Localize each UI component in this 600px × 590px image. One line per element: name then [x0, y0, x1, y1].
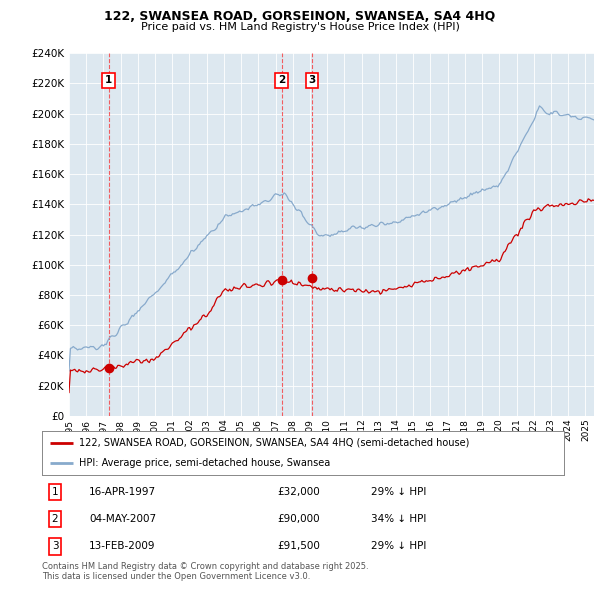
- Text: £91,500: £91,500: [277, 542, 320, 552]
- Text: HPI: Average price, semi-detached house, Swansea: HPI: Average price, semi-detached house,…: [79, 458, 330, 468]
- Text: 1: 1: [105, 76, 112, 86]
- Text: 3: 3: [308, 76, 316, 86]
- Text: Contains HM Land Registry data © Crown copyright and database right 2025.
This d: Contains HM Land Registry data © Crown c…: [42, 562, 368, 581]
- Text: 29% ↓ HPI: 29% ↓ HPI: [371, 542, 426, 552]
- Text: 122, SWANSEA ROAD, GORSEINON, SWANSEA, SA4 4HQ (semi-detached house): 122, SWANSEA ROAD, GORSEINON, SWANSEA, S…: [79, 438, 469, 448]
- Text: 16-APR-1997: 16-APR-1997: [89, 487, 156, 497]
- Text: £90,000: £90,000: [277, 514, 320, 525]
- Text: 1: 1: [52, 487, 58, 497]
- Text: £32,000: £32,000: [277, 487, 320, 497]
- Text: 2: 2: [52, 514, 58, 525]
- Text: 04-MAY-2007: 04-MAY-2007: [89, 514, 156, 525]
- Text: 13-FEB-2009: 13-FEB-2009: [89, 542, 155, 552]
- Text: 122, SWANSEA ROAD, GORSEINON, SWANSEA, SA4 4HQ: 122, SWANSEA ROAD, GORSEINON, SWANSEA, S…: [104, 10, 496, 23]
- Text: 34% ↓ HPI: 34% ↓ HPI: [371, 514, 426, 525]
- Text: 3: 3: [52, 542, 58, 552]
- Text: Price paid vs. HM Land Registry's House Price Index (HPI): Price paid vs. HM Land Registry's House …: [140, 22, 460, 32]
- Text: 29% ↓ HPI: 29% ↓ HPI: [371, 487, 426, 497]
- Text: 2: 2: [278, 76, 285, 86]
